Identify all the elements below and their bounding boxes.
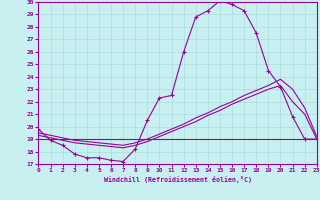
X-axis label: Windchill (Refroidissement éolien,°C): Windchill (Refroidissement éolien,°C) bbox=[104, 176, 252, 183]
